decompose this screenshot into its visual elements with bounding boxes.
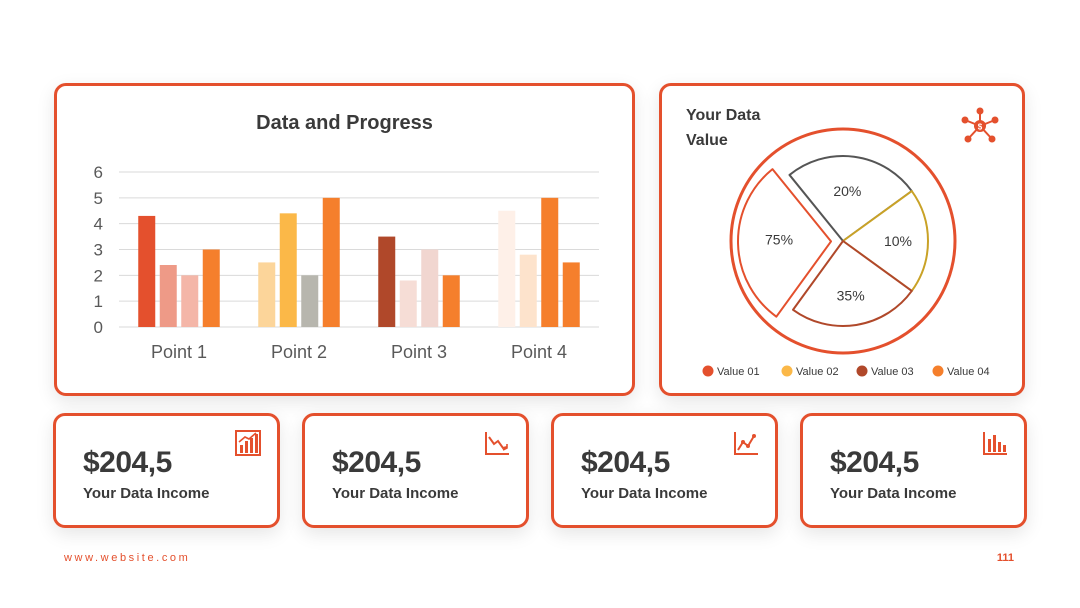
bar [498,210,516,327]
pie-chart: 20% 10% 35% 75% Value 01 Value 02 Value 03 Valu… [702,127,990,378]
stat-card: $204,5 Your Data Income [53,413,280,528]
bar [159,265,177,327]
pie-slice [737,168,833,318]
trend-up-icon [734,432,758,455]
network-icon: $ [961,107,999,143]
bar-chart-title: Data and Progress [256,112,433,134]
pie-outer-ring [729,127,957,355]
stat-card: $204,5 Your Data Income [302,413,529,528]
legend-label: Value 02 [796,366,839,378]
trend-down-icon [485,432,509,455]
y-tick-label: 3 [94,241,103,260]
y-tick-label: 4 [94,215,103,234]
pie-slice-label: 35% [837,287,865,303]
stat-value: $204,5 [332,446,421,479]
pie-title-line2: Value [686,132,728,149]
bar [541,197,559,327]
page-number: 111 [996,552,1014,564]
bar [181,275,199,327]
stat-card: $204,5 Your Data Income [551,413,778,528]
bar [279,213,297,327]
pie-slice-label: 10% [884,233,912,249]
y-tick-label: 0 [94,318,103,337]
stat-label: Your Data Income [581,485,708,502]
bar-chart-icon [983,432,1007,455]
y-tick-label: 5 [94,189,103,208]
x-tick-label: Point 4 [511,342,567,362]
legend-swatch [781,365,793,377]
legend-label: Value 03 [871,366,914,378]
pie-chart-title: Your Data Value [686,103,806,153]
pie-title-line1: Your Data [686,107,761,124]
stat-value: $204,5 [83,446,172,479]
y-tick-label: 1 [94,292,103,311]
stat-label: Your Data Income [332,485,459,502]
bar-chart: 0 1 2 3 4 5 6 Point 1 Point 2 Point 3 Point 4 [94,163,599,362]
bar [519,254,537,327]
bar [421,249,439,327]
bar [138,215,156,327]
pie-slice-label: 75% [765,232,793,248]
bar [378,236,396,327]
legend-label: Value 01 [717,366,760,378]
x-tick-label: Point 3 [391,342,447,362]
bar [301,275,319,327]
svg-text:$: $ [978,123,983,132]
pie-slice [792,240,913,327]
bar [442,275,460,327]
legend-swatch [702,365,714,377]
legend-swatch [856,365,868,377]
pie-chart-card: Your Data Value $ 20% 10% 35% 75% Value 01 Va… [659,83,1025,396]
pie-slice [842,190,930,292]
bar [562,262,580,327]
y-tick-label: 2 [94,266,103,285]
stat-card: $204,5 Your Data Income [800,413,1027,528]
legend-swatch [932,365,944,377]
x-tick-label: Point 1 [151,342,207,362]
legend-label: Value 04 [947,366,990,378]
y-tick-label: 6 [94,163,103,182]
bar-chart-up-icon [235,430,261,456]
stat-label: Your Data Income [83,485,210,502]
bar [202,249,220,327]
pie-slice [788,155,913,242]
pie-slice-label: 20% [833,183,861,199]
x-tick-label: Point 2 [271,342,327,362]
footer-website: www.website.com [64,552,191,564]
bar [399,280,417,327]
bar [258,262,276,327]
stat-value: $204,5 [830,446,919,479]
bar-chart-card: Data and Progress 0 1 2 3 4 5 6 Point 1 Point 2 P… [54,83,635,396]
stat-value: $204,5 [581,446,670,479]
stat-label: Your Data Income [830,485,957,502]
bar [322,197,340,327]
